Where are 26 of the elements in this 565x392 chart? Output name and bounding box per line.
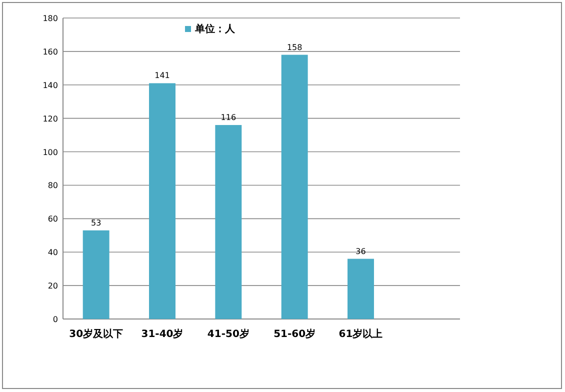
y-tick-label: 60 — [48, 214, 58, 224]
y-tick-label: 160 — [42, 47, 58, 56]
data-label: 141 — [154, 71, 170, 80]
y-tick-label: 120 — [42, 114, 58, 124]
y-tick-label: 80 — [48, 181, 58, 190]
y-tick-label: 0 — [52, 315, 58, 324]
bar — [215, 125, 242, 319]
y-tick-label: 140 — [42, 80, 58, 90]
y-tick-label: 20 — [48, 282, 58, 291]
x-tick-label: 61岁以上 — [338, 328, 383, 340]
data-label: 116 — [220, 113, 236, 122]
y-tick-label: 100 — [42, 148, 58, 157]
data-label: 53 — [90, 218, 102, 228]
data-label: 36 — [356, 246, 366, 256]
legend-label: 单位：人 — [194, 23, 236, 35]
bar — [149, 83, 176, 319]
x-tick-label: 30岁及以下 — [69, 328, 124, 340]
bar — [281, 54, 308, 319]
y-tick-label: 180 — [42, 14, 58, 23]
y-tick-label: 40 — [48, 248, 58, 258]
x-tick-label: 51-60岁 — [274, 328, 316, 340]
data-label: 158 — [286, 42, 302, 52]
bar — [348, 258, 374, 319]
bar — [82, 230, 110, 319]
x-tick-label: 31-40岁 — [141, 328, 184, 340]
x-tick-label: 41-50岁 — [207, 328, 250, 340]
